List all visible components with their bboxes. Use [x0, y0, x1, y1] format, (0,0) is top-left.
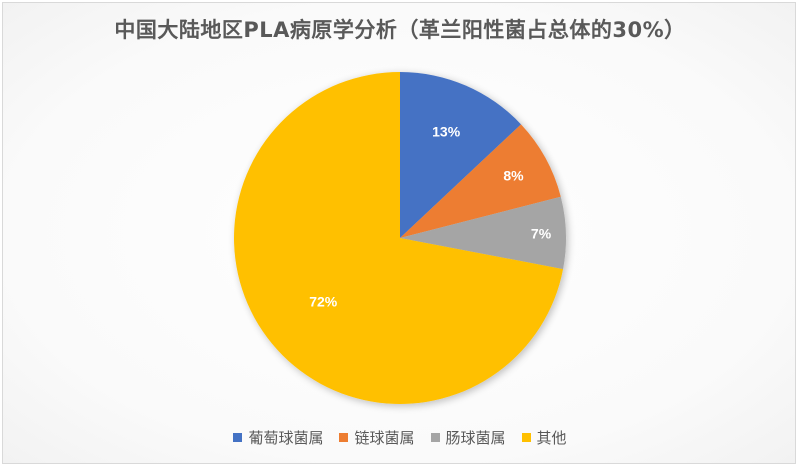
legend-item-enterococcus[interactable]: 肠球菌属 [430, 427, 506, 448]
legend-swatch-icon [233, 433, 243, 442]
legend-item-streptococcus[interactable]: 链球菌属 [339, 427, 415, 448]
data-label: 7% [531, 226, 552, 242]
legend-swatch-icon [430, 433, 440, 442]
legend-label: 葡萄球菌属 [248, 429, 324, 447]
data-label: 72% [309, 293, 338, 309]
chart-title: 中国大陆地区PLA病原学分析（革兰阳性菌占总体的30%） [114, 18, 686, 42]
legend-item-staphylococcus[interactable]: 葡萄球菌属 [233, 427, 323, 448]
legend-label: 链球菌属 [354, 429, 415, 447]
pie-slice-staphylococcus[interactable] [400, 72, 522, 238]
data-label: 8% [503, 168, 524, 184]
legend-label: 其他 [536, 429, 567, 447]
legend-swatch-icon [339, 433, 349, 442]
pie-slice-other[interactable] [234, 72, 564, 404]
pie-slice-enterococcus[interactable] [400, 196, 566, 270]
legend-swatch-icon [521, 433, 531, 442]
pie-slice-streptococcus[interactable] [400, 124, 561, 238]
data-label: 13% [432, 123, 461, 139]
legend-item-other[interactable]: 其他 [521, 427, 567, 448]
legend-label: 肠球菌属 [445, 429, 506, 447]
legend: 葡萄球菌属 链球菌属 肠球菌属 其他 [0, 427, 800, 448]
